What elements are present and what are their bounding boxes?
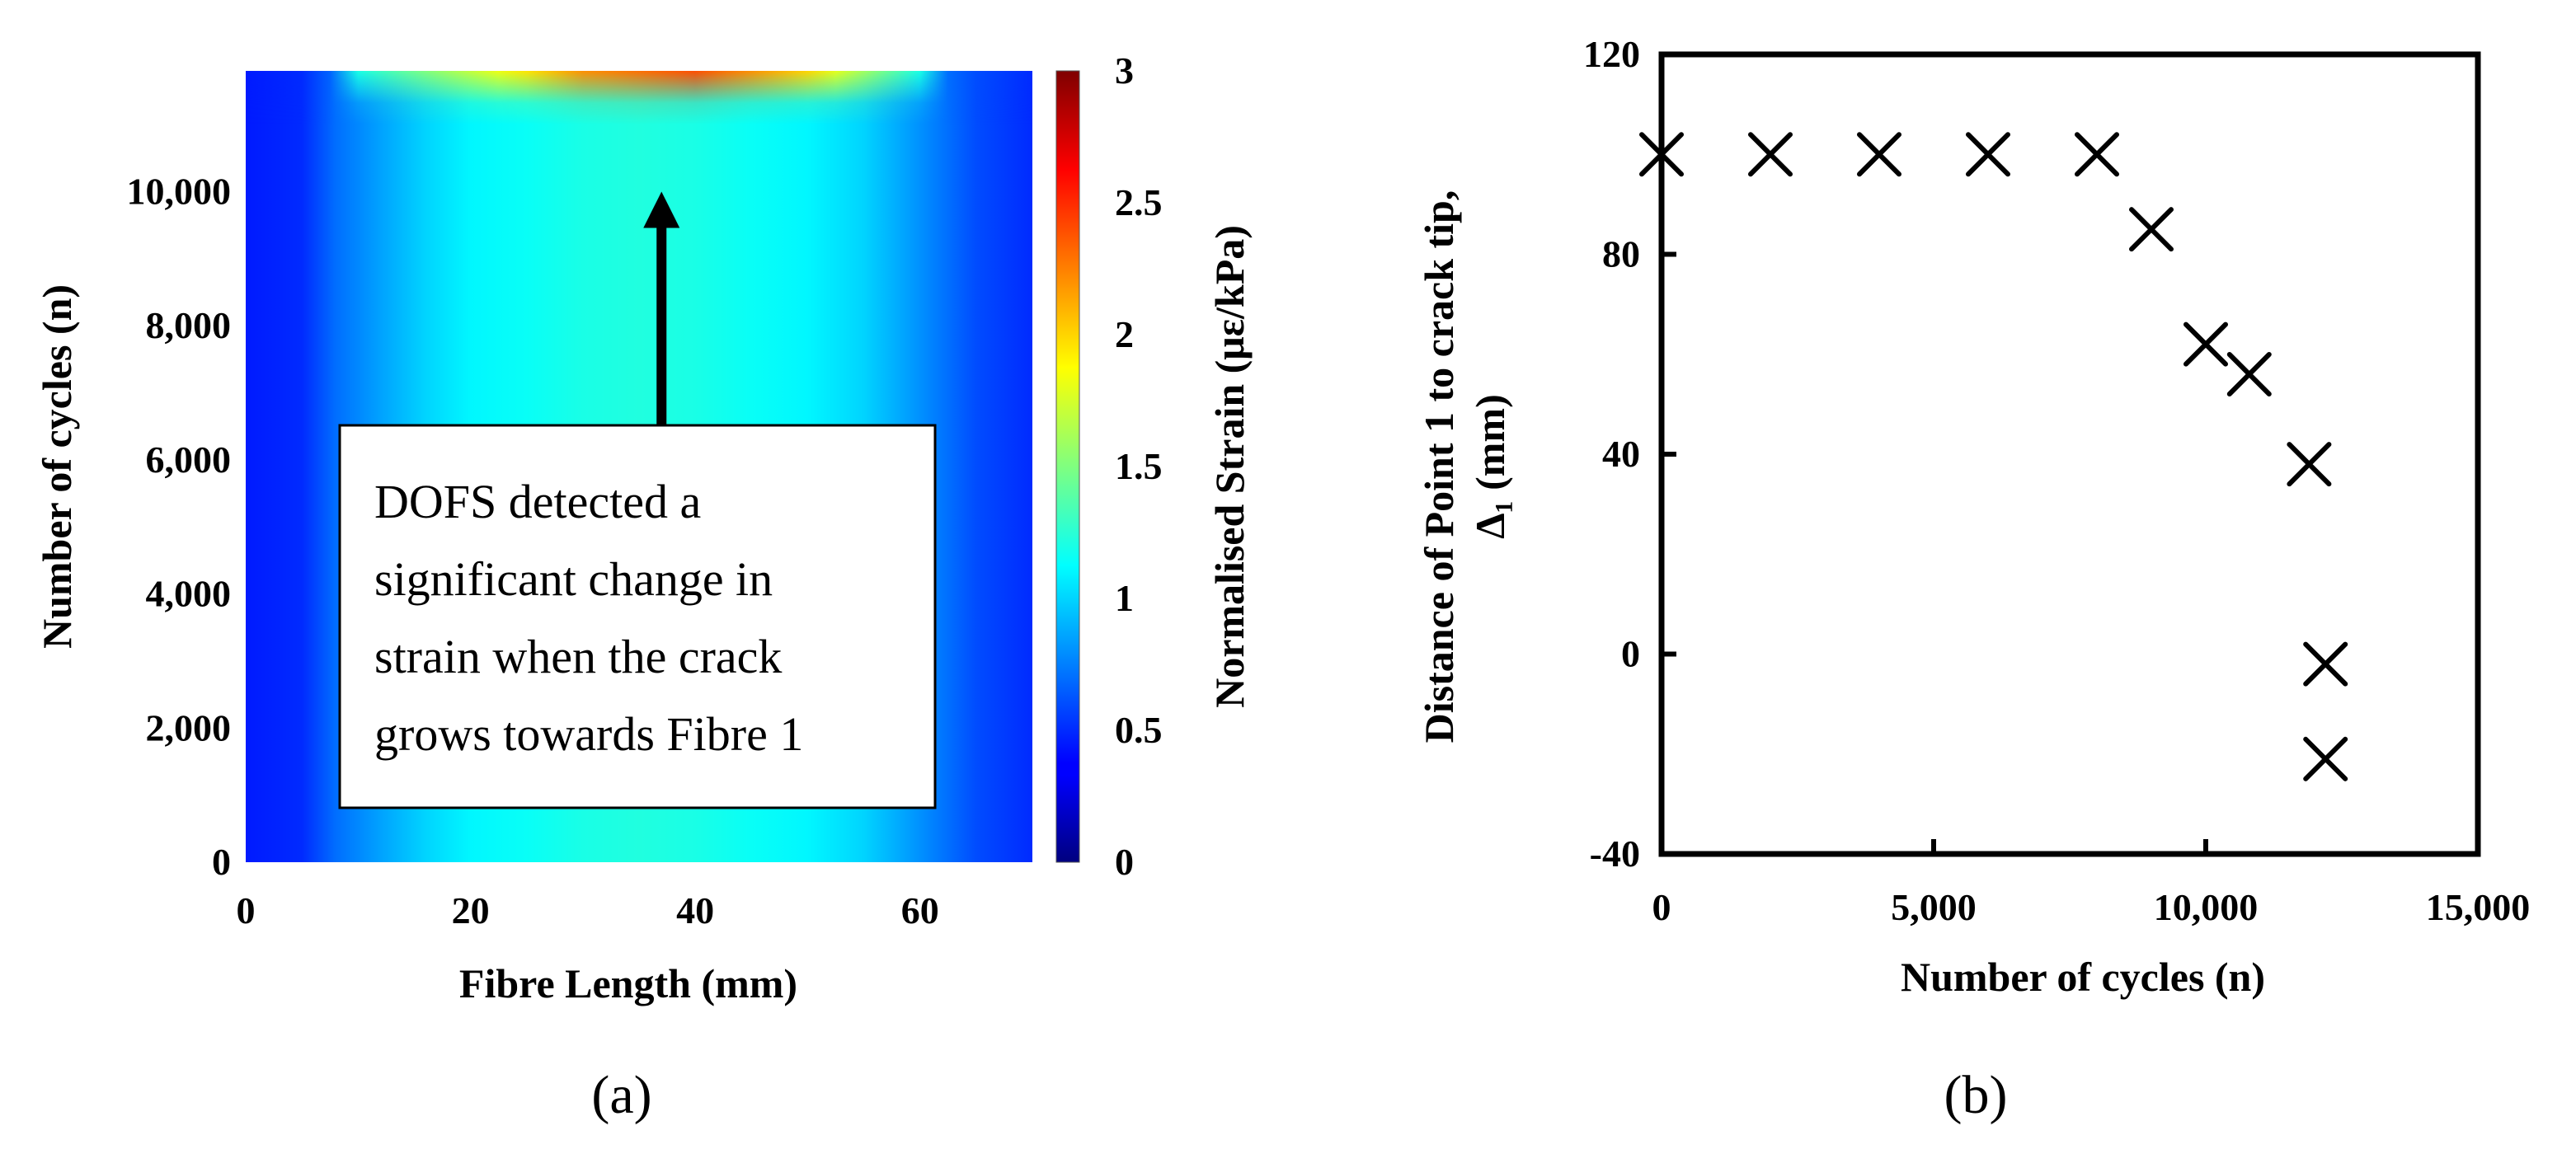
- scatter-x-tick-label: 10,000: [2154, 886, 2259, 928]
- heatmap-y-ticks: 0 2,000 4,000 6,000 8,000 10,000: [127, 170, 232, 883]
- annotation-arrow-head: [643, 191, 680, 228]
- scatter-y-axis-label-line-1: Distance of Point 1 to crack tip,: [1416, 190, 1462, 744]
- panel-a-caption: (a): [591, 1065, 651, 1125]
- scatter-points: [1639, 132, 2348, 781]
- scatter-y-tick-label: 80: [1602, 233, 1640, 275]
- scatter-plot-frame: [1658, 51, 2481, 857]
- scatter-x-axis-label: Number of cycles (n): [1901, 954, 2265, 1000]
- panel-b-scatter: -40 0 40 80 120 0 5,000 10,000 15,000 Number of…: [1416, 33, 2530, 1000]
- annotation-line-1: DOFS detected a: [374, 475, 701, 528]
- scatter-point: [2226, 352, 2272, 396]
- scatter-y-tick-label: -40: [1590, 833, 1640, 875]
- heatmap-y-tick-label: 4,000: [146, 573, 232, 615]
- heatmap-x-tick-label: 60: [901, 889, 939, 931]
- scatter-point: [1966, 132, 2010, 177]
- scatter-x-tick-label: 15,000: [2426, 886, 2531, 928]
- colorbar-tick-label: 3: [1115, 49, 1134, 91]
- heatmap-y-tick-label: 0: [212, 841, 231, 883]
- heatmap-y-tick-label: 8,000: [146, 304, 232, 346]
- scatter-point: [2287, 442, 2332, 487]
- scatter-x-tick-label: 0: [1652, 886, 1671, 928]
- heatmap-x-tick-label: 0: [237, 889, 256, 931]
- annotation-box: [338, 424, 937, 809]
- heatmap-y-axis-label: Number of cycles (n): [34, 284, 80, 649]
- colorbar-tick-label: 0: [1115, 841, 1134, 883]
- scatter-y-tick-label: 120: [1583, 33, 1640, 75]
- colorbar: [1055, 70, 1080, 863]
- scatter-point: [2183, 321, 2228, 367]
- scatter-point: [2303, 736, 2348, 781]
- crack-annotation: DOFS detected a significant change in st…: [338, 191, 937, 809]
- colorbar-tick-label: 2: [1115, 313, 1134, 355]
- heatmap-y-tick-label: 2,000: [146, 706, 232, 748]
- scatter-point: [1748, 132, 1793, 177]
- heatmap-y-tick-label: 6,000: [146, 439, 232, 481]
- colorbar-tick-label: 1.5: [1115, 445, 1163, 487]
- colorbar-tick-label: 0.5: [1115, 709, 1163, 751]
- scatter-x-tick-label: 5,000: [1891, 886, 1977, 928]
- colorbar-ticks: 0 0.5 1 1.5 2 2.5 3: [1115, 49, 1163, 883]
- heatmap-y-tick-label: 10,000: [127, 170, 232, 212]
- scatter-point: [2303, 641, 2348, 687]
- scatter-point: [1639, 132, 1684, 177]
- scatter-y-tick-label: 0: [1621, 633, 1640, 675]
- annotation-line-3: strain when the crack: [374, 630, 782, 683]
- panel-b-caption: (b): [1944, 1065, 2008, 1125]
- scatter-y-ticks: -40 0 40 80 120: [1583, 33, 1676, 875]
- annotation-line-2: significant change in: [374, 552, 773, 606]
- scatter-y-axis-label-line-2: Δ₁ (mm): [1467, 394, 1513, 538]
- heatmap-crack-tip-strain: [246, 71, 1032, 125]
- heatmap-x-ticks: 0 20 40 60: [237, 889, 939, 931]
- colorbar-tick-label: 2.5: [1115, 181, 1163, 223]
- annotation-line-4: grows towards Fibre 1: [374, 707, 803, 761]
- scatter-x-ticks: 0 5,000 10,000 15,000: [1652, 839, 2531, 928]
- colorbar-tick-label: 1: [1115, 577, 1134, 619]
- scatter-y-tick-label: 40: [1602, 433, 1640, 475]
- heatmap-x-axis-label: Fibre Length (mm): [459, 960, 797, 1006]
- heatmap-x-tick-label: 40: [676, 889, 714, 931]
- colorbar-label: Normalised Strain (με/kPa): [1206, 225, 1253, 708]
- scatter-point: [2075, 132, 2119, 177]
- heatmap-x-tick-label: 20: [452, 889, 490, 931]
- scatter-point: [2129, 207, 2174, 252]
- scatter-point: [1857, 132, 1901, 177]
